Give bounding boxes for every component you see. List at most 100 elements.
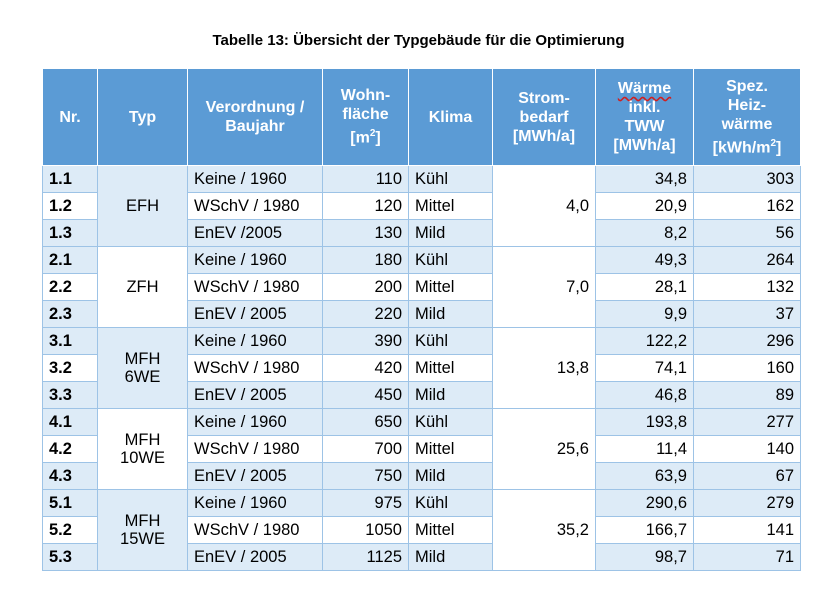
cell-spez-heizwaerme: 303 [693, 165, 801, 193]
typ-label: MFH [124, 350, 161, 368]
cell-wohnflaeche: 200 [322, 273, 409, 301]
table-row: 4.3 EnEV / 2005 750 Mild 63,9 67 [42, 462, 801, 490]
header-waerme-unit: [MWh/a] [613, 137, 676, 154]
cell-spez-heizwaerme: 67 [693, 462, 801, 490]
typ-label: EFH [126, 197, 159, 215]
cell-strombedarf: 4,0 [492, 165, 596, 247]
cell-nr: 5.1 [42, 489, 98, 517]
cell-nr: 4.2 [42, 435, 98, 463]
cell-nr: 2.2 [42, 273, 98, 301]
cell-waerme: 46,8 [595, 381, 694, 409]
header-wohnflaeche-line1: Wohn- [340, 87, 391, 105]
header-spez-line2: Heiz- [727, 96, 767, 114]
cell-spez-heizwaerme: 160 [693, 354, 801, 382]
building-types-table: Nr. Typ Verordnung / Baujahr Wohn- fläch… [42, 68, 801, 571]
cell-verordnung: Keine / 1960 [187, 408, 323, 436]
cell-nr: 3.2 [42, 354, 98, 382]
cell-wohnflaeche: 650 [322, 408, 409, 436]
cell-nr: 1.2 [42, 192, 98, 220]
cell-verordnung: EnEV / 2005 [187, 381, 323, 409]
cell-klima: Mild [408, 543, 493, 571]
table-row: 1.1 EFH Keine / 1960 110 Kühl 4,0 34,8 303 [42, 165, 801, 247]
cell-waerme: 34,8 [595, 165, 694, 193]
table-row: 2.3 EnEV / 2005 220 Mild 9,9 37 [42, 300, 801, 328]
cell-spez-heizwaerme: 56 [693, 219, 801, 247]
table-body: 1.1 EFH Keine / 1960 110 Kühl 4,0 34,8 303 1.2 WS… [42, 165, 801, 571]
cell-verordnung: EnEV / 2005 [187, 462, 323, 490]
cell-spez-heizwaerme: 132 [693, 273, 801, 301]
cell-klima: Kühl [408, 246, 493, 274]
cell-wohnflaeche: 420 [322, 354, 409, 382]
cell-waerme: 9,9 [595, 300, 694, 328]
cell-nr: 2.3 [42, 300, 98, 328]
cell-verordnung: Keine / 1960 [187, 327, 323, 355]
cell-waerme: 63,9 [595, 462, 694, 490]
header-wohnflaeche-line2: fläche [342, 106, 389, 124]
typ-label: MFH [124, 431, 161, 449]
cell-waerme: 74,1 [595, 354, 694, 382]
cell-spez-heizwaerme: 71 [693, 543, 801, 571]
cell-nr: 5.3 [42, 543, 98, 571]
cell-wohnflaeche: 1125 [322, 543, 409, 571]
cell-wohnflaeche: 120 [322, 192, 409, 220]
cell-wohnflaeche: 130 [322, 219, 409, 247]
header-spez-unit-close: ] [776, 139, 782, 157]
cell-wohnflaeche: 700 [322, 435, 409, 463]
header-waerme-line1: Wärme [617, 80, 672, 97]
header-waerme-line2: inkl. [628, 99, 661, 116]
cell-strombedarf: 7,0 [492, 246, 596, 328]
cell-wohnflaeche: 390 [322, 327, 409, 355]
cell-typ: ZFH [97, 246, 188, 328]
cell-klima: Mittel [408, 516, 493, 544]
cell-waerme: 49,3 [595, 246, 694, 274]
cell-waerme: 122,2 [595, 327, 694, 355]
header-wohnflaeche-unit-close: ] [375, 129, 381, 147]
cell-spez-heizwaerme: 141 [693, 516, 801, 544]
cell-waerme: 166,7 [595, 516, 694, 544]
typ-label: 15WE [120, 530, 165, 548]
table-row: 2.1 ZFH Keine / 1960 180 Kühl 7,0 49,3 264 [42, 246, 801, 328]
cell-klima: Mild [408, 462, 493, 490]
cell-strombedarf: 13,8 [492, 327, 596, 409]
header-verordnung: Verordnung / Baujahr [187, 68, 323, 166]
header-spez-line3: wärme [721, 115, 773, 133]
cell-klima: Kühl [408, 408, 493, 436]
cell-verordnung: Keine / 1960 [187, 246, 323, 274]
header-klima: Klima [408, 68, 493, 166]
cell-nr: 1.3 [42, 219, 98, 247]
header-spez-unit-open: [kWh/m [712, 139, 771, 157]
header-strom: Strom- bedarf [MWh/a] [492, 68, 596, 166]
table-row: 5.3 EnEV / 2005 1125 Mild 98,7 71 [42, 543, 801, 571]
cell-nr: 3.1 [42, 327, 98, 355]
table-row: 5.1 MFH 15WE Keine / 1960 975 Kühl 35,2 290,6 27… [42, 489, 801, 571]
cell-nr: 4.3 [42, 462, 98, 490]
cell-nr: 2.1 [42, 246, 98, 274]
cell-wohnflaeche: 180 [322, 246, 409, 274]
header-nr: Nr. [42, 68, 98, 166]
cell-waerme: 8,2 [595, 219, 694, 247]
header-typ: Typ [97, 68, 188, 166]
header-wohnflaeche-unit-open: [m [350, 129, 370, 147]
table-row: 3.1 MFH 6WE Keine / 1960 390 Kühl 13,8 122,2 296 [42, 327, 801, 409]
cell-verordnung: EnEV /2005 [187, 219, 323, 247]
cell-waerme: 11,4 [595, 435, 694, 463]
cell-waerme: 28,1 [595, 273, 694, 301]
cell-verordnung: EnEV / 2005 [187, 543, 323, 571]
header-strom-unit: [MWh/a] [512, 127, 576, 145]
header-wohnflaeche-exponent: 2 [369, 128, 376, 140]
cell-spez-heizwaerme: 162 [693, 192, 801, 220]
cell-spez-heizwaerme: 37 [693, 300, 801, 328]
table-caption: Tabelle 13: Übersicht der Typgebäude für… [212, 32, 625, 49]
cell-klima: Mild [408, 300, 493, 328]
cell-wohnflaeche: 750 [322, 462, 409, 490]
cell-klima: Mild [408, 219, 493, 247]
header-spez-line1: Spez. [726, 77, 768, 95]
cell-waerme: 98,7 [595, 543, 694, 571]
header-strom-line1: Strom- [518, 89, 570, 107]
cell-spez-heizwaerme: 296 [693, 327, 801, 355]
cell-verordnung: Keine / 1960 [187, 165, 323, 193]
cell-nr: 3.3 [42, 381, 98, 409]
cell-klima: Mittel [408, 435, 493, 463]
cell-waerme: 290,6 [595, 489, 694, 517]
cell-waerme: 20,9 [595, 192, 694, 220]
